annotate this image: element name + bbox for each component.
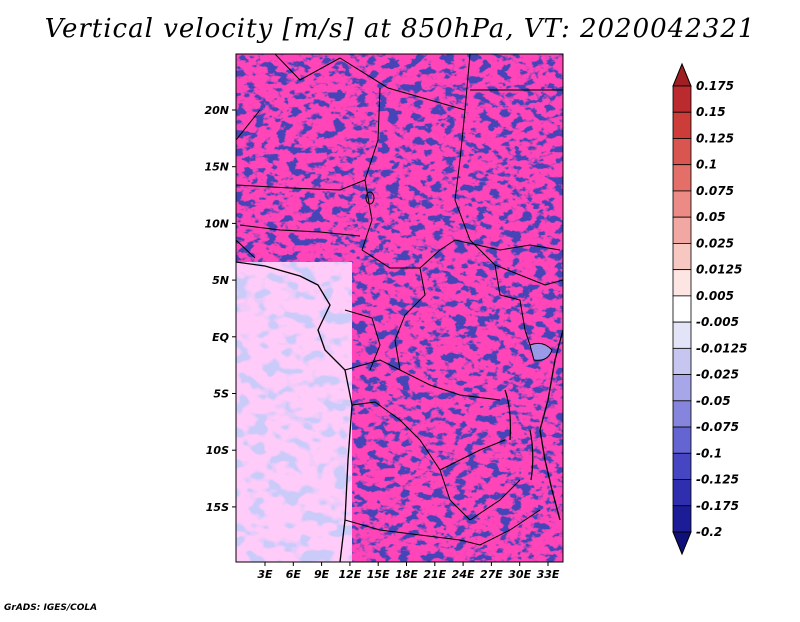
lon-tick-label: 18E <box>395 568 418 581</box>
colorbar-label: -0.2 <box>696 525 722 539</box>
colorbar-segment <box>672 505 692 533</box>
lake-malawi <box>529 429 534 481</box>
colorbar-segment <box>672 216 692 244</box>
colorbar-min-arrow <box>672 531 692 556</box>
colorbar-segment <box>672 452 692 480</box>
lat-tick-label: EQ <box>212 331 229 344</box>
colorbar-max-arrow <box>672 62 692 87</box>
colorbar-label: -0.1 <box>696 446 722 460</box>
colorbar-label: 0.025 <box>696 236 734 250</box>
colorbar-segment <box>672 295 692 323</box>
lon-tick-label: 15E <box>367 568 390 581</box>
map-frame <box>235 53 564 563</box>
lake-tanganyika <box>504 389 512 441</box>
map-title: Vertical velocity [m/s] at 850hPa, VT: 2… <box>44 14 756 44</box>
lon-tick-label: 12E <box>338 568 361 581</box>
velocity-field <box>236 54 563 562</box>
lake-chad <box>365 191 375 205</box>
lake-victoria <box>529 342 553 361</box>
colorbar-label: 0.15 <box>696 105 726 119</box>
colorbar-label: 0.0125 <box>696 263 742 277</box>
lat-tick-label: 15S <box>206 501 229 514</box>
colorbar-segment <box>672 400 692 428</box>
colorbar-label: -0.075 <box>696 420 739 434</box>
latitude-axis: 20N 15N 10N 5N EQ 5S 10S 15S <box>204 104 236 514</box>
colorbar-segment <box>672 321 692 349</box>
lat-tick-label: 10N <box>204 217 229 230</box>
lon-tick-label: 6E <box>286 568 302 581</box>
lon-tick-label: 33E <box>537 568 560 581</box>
lon-tick-label: 3E <box>257 568 273 581</box>
colorbar-segment <box>672 111 692 139</box>
ocean-field <box>236 262 352 562</box>
colorbar-segment <box>672 85 692 113</box>
colorbar-label: 0.1 <box>696 158 717 172</box>
colorbar-segment <box>672 479 692 507</box>
country-borders <box>236 54 563 562</box>
colorbar: 0.175 0.15 0.125 0.1 0.075 0.05 0.025 0.0125 0.0… <box>672 62 747 556</box>
longitude-axis: 3E 6E 9E 12E 15E 18E 21E 24E 27E 30E 33E <box>257 562 560 581</box>
lat-tick-label: 15N <box>204 161 229 174</box>
colorbar-segment <box>672 164 692 192</box>
colorbar-label: -0.05 <box>696 394 731 408</box>
colorbar-segment <box>672 243 692 271</box>
grads-credit: GrADS: IGES/COLA <box>4 603 98 613</box>
lat-tick-label: 20N <box>204 104 229 117</box>
colorbar-label: -0.175 <box>696 499 739 513</box>
colorbar-segment <box>672 138 692 166</box>
colorbar-label: 0.075 <box>696 184 734 198</box>
colorbar-segment <box>672 374 692 402</box>
colorbar-label: 0.005 <box>696 289 734 303</box>
colorbar-label: -0.0125 <box>696 341 747 355</box>
lat-tick-label: 10S <box>206 444 229 457</box>
lon-tick-label: 9E <box>314 568 330 581</box>
lon-tick-label: 24E <box>452 568 475 581</box>
colorbar-segment <box>672 426 692 454</box>
colorbar-segment <box>672 347 692 375</box>
lon-tick-label: 21E <box>423 568 446 581</box>
lon-tick-label: 30E <box>508 568 531 581</box>
lon-tick-label: 27E <box>480 568 503 581</box>
east-coastline <box>539 329 563 521</box>
colorbar-segment <box>672 269 692 297</box>
lat-tick-label: 5S <box>213 388 229 401</box>
colorbar-label: 0.175 <box>696 79 734 93</box>
colorbar-label: -0.125 <box>696 473 739 487</box>
colorbar-label: 0.05 <box>696 210 726 224</box>
colorbar-label: -0.005 <box>696 315 739 329</box>
colorbar-label: -0.025 <box>696 368 739 382</box>
colorbar-segment <box>672 190 692 218</box>
colorbar-label: 0.125 <box>696 131 734 145</box>
west-coastline <box>236 261 353 562</box>
lat-tick-label: 5N <box>212 274 229 287</box>
